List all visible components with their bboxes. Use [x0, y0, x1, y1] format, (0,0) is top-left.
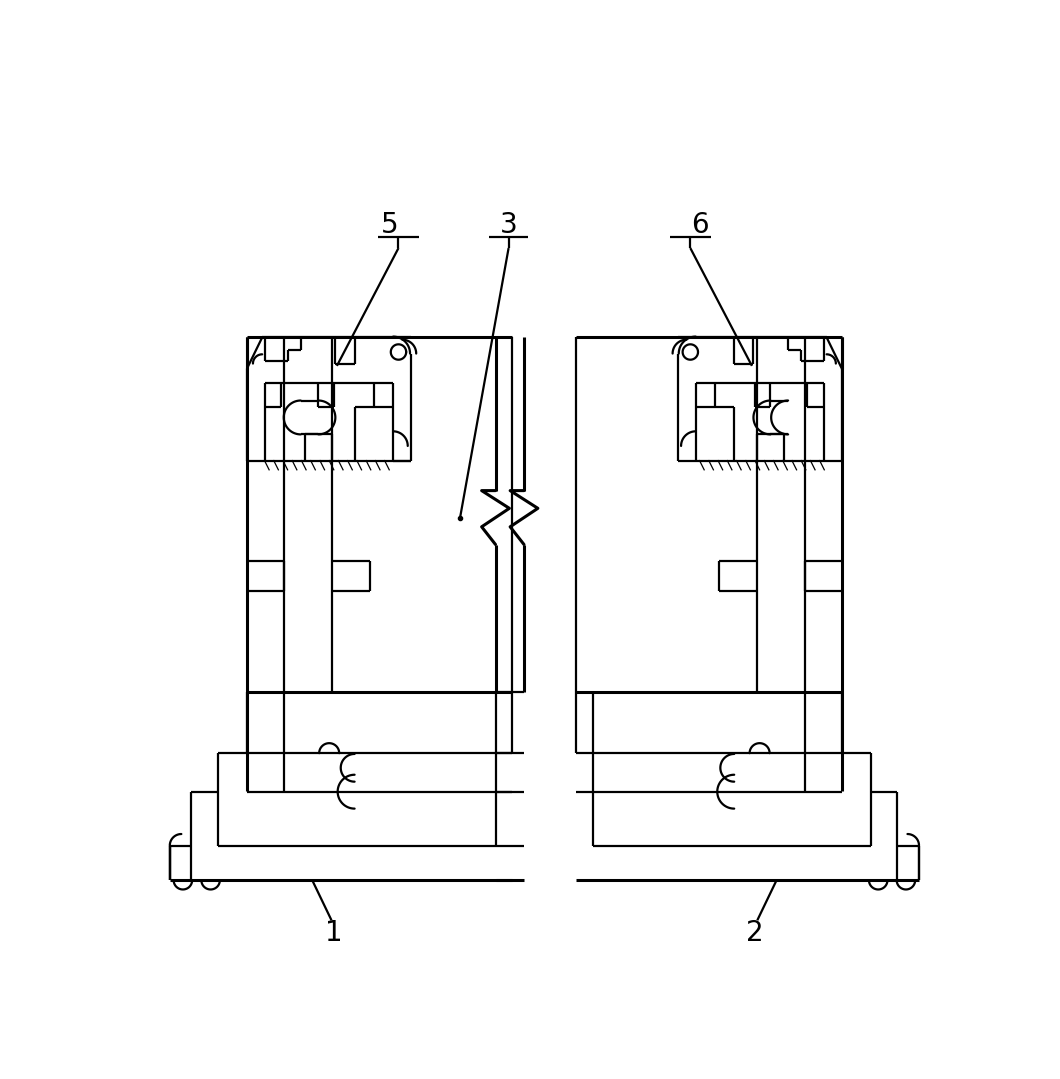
- Text: 5: 5: [381, 211, 399, 238]
- Text: 2: 2: [746, 919, 764, 947]
- Text: 1: 1: [325, 919, 342, 947]
- Text: 6: 6: [691, 211, 708, 238]
- Text: 3: 3: [499, 211, 517, 238]
